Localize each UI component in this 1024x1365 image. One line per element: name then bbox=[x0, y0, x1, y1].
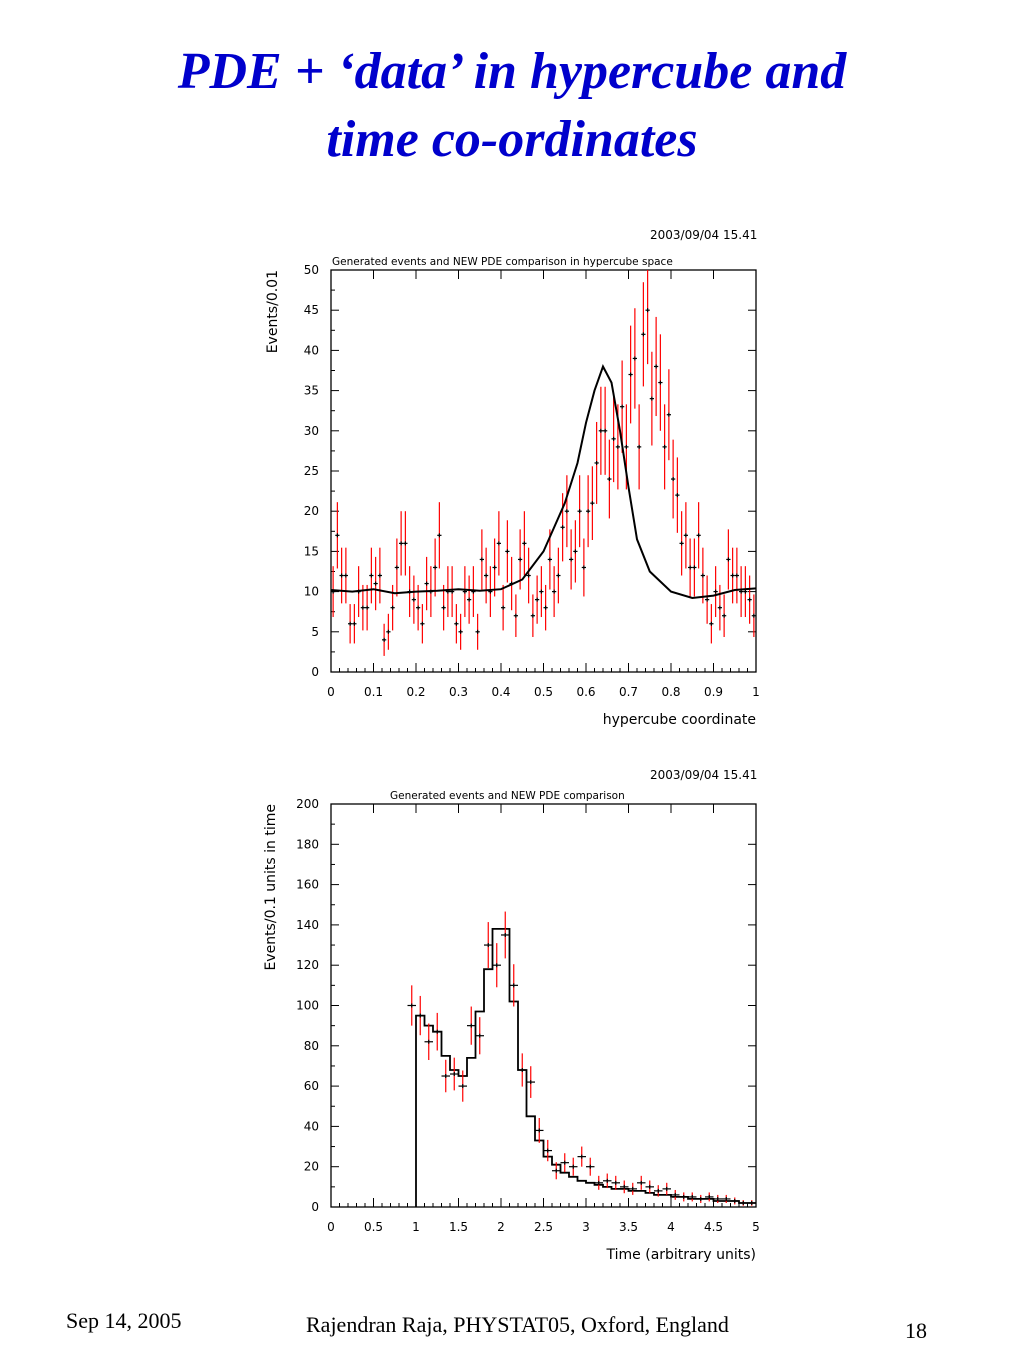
pde-curve bbox=[330, 364, 757, 600]
y-tick-label: 80 bbox=[304, 1039, 319, 1053]
x-tick-label: 0.6 bbox=[576, 685, 595, 699]
y-tick-label: 0 bbox=[311, 665, 319, 679]
x-tick-label: 2 bbox=[497, 1220, 505, 1234]
hypercube-chart: 2003/09/04 15.41 Generated events and NEW… bbox=[255, 220, 780, 730]
y-tick-label: 40 bbox=[304, 1119, 319, 1133]
x-tick-label: 0.7 bbox=[619, 685, 638, 699]
y-tick-label: 40 bbox=[304, 343, 319, 357]
chart-timestamp: 2003/09/04 15.41 bbox=[650, 768, 757, 782]
x-tick-label: 5 bbox=[752, 1220, 760, 1234]
x-tick-label: 3.5 bbox=[619, 1220, 638, 1234]
y-axis-label: Events/0.1 units in time bbox=[263, 804, 279, 971]
y-tick-label: 25 bbox=[304, 464, 319, 478]
x-tick-label: 4 bbox=[667, 1220, 675, 1234]
slide-title-line-1: PDE + ‘data’ in hypercube and bbox=[177, 43, 847, 100]
chart-title: Generated events and NEW PDE comparison bbox=[390, 790, 625, 802]
y-tick-label: 140 bbox=[296, 918, 319, 932]
y-tick-label: 20 bbox=[304, 504, 319, 518]
plot-frame bbox=[330, 269, 757, 673]
x-tick-label: 0.3 bbox=[449, 685, 468, 699]
y-tick-label: 30 bbox=[304, 424, 319, 438]
y-tick-label: 10 bbox=[304, 585, 319, 599]
x-tick-label: 1 bbox=[412, 1220, 420, 1234]
x-tick-label: 2.5 bbox=[534, 1220, 553, 1234]
x-tick-label: 0.8 bbox=[661, 685, 680, 699]
x-tick-label: 0.1 bbox=[364, 685, 383, 699]
y-tick-label: 50 bbox=[304, 263, 319, 277]
y-tick-label: 100 bbox=[296, 999, 319, 1013]
hypercube-chart-svg: 2003/09/04 15.41 Generated events and NEW… bbox=[265, 228, 760, 728]
y-tick-label: 180 bbox=[296, 837, 319, 851]
slide-title-line-2: time co-ordinates bbox=[326, 110, 698, 168]
footer-author: Rajendran Raja, PHYSTAT05, Oxford, Engla… bbox=[306, 1312, 729, 1337]
pde-histogram bbox=[415, 928, 756, 1207]
y-tick-label: 5 bbox=[311, 625, 319, 639]
chart-title: Generated events and NEW PDE comparison … bbox=[332, 256, 673, 268]
y-tick-label: 20 bbox=[304, 1160, 319, 1174]
x-tick-label: 0 bbox=[327, 1220, 335, 1234]
y-tick-label: 35 bbox=[304, 384, 319, 398]
y-tick-label: 45 bbox=[304, 303, 319, 317]
chart-timestamp: 2003/09/04 15.41 bbox=[650, 228, 757, 242]
x-tick-label: 0.2 bbox=[406, 685, 425, 699]
slide-title: PDE + ‘data’ in hypercube and time co-or… bbox=[0, 38, 1024, 173]
time-chart-svg: 2003/09/04 15.41 Generated events and NEW… bbox=[263, 768, 760, 1263]
x-tick-label: 1 bbox=[752, 685, 760, 699]
x-tick-label: 4.5 bbox=[704, 1220, 723, 1234]
x-tick-label: 0.9 bbox=[704, 685, 723, 699]
footer-page-number: 18 bbox=[905, 1318, 927, 1343]
x-tick-label: 0.5 bbox=[534, 685, 553, 699]
y-tick-label: 160 bbox=[296, 878, 319, 892]
x-tick-label: 0.5 bbox=[364, 1220, 383, 1234]
y-tick-label: 200 bbox=[296, 797, 319, 811]
y-tick-label: 15 bbox=[304, 544, 319, 558]
x-tick-label: 0.4 bbox=[491, 685, 510, 699]
x-axis-label: Time (arbitrary units) bbox=[606, 1247, 756, 1263]
time-chart: 2003/09/04 15.41 Generated events and NEW… bbox=[255, 760, 780, 1270]
x-tick-label: 0 bbox=[327, 685, 335, 699]
x-tick-label: 1.5 bbox=[449, 1220, 468, 1234]
footer-date: Sep 14, 2005 bbox=[66, 1308, 182, 1333]
y-tick-label: 60 bbox=[304, 1079, 319, 1093]
y-axis-label: Events/0.01 bbox=[265, 270, 281, 353]
y-tick-label: 120 bbox=[296, 958, 319, 972]
x-axis-label: hypercube coordinate bbox=[603, 712, 756, 728]
y-tick-label: 0 bbox=[311, 1200, 319, 1214]
x-tick-label: 3 bbox=[582, 1220, 590, 1234]
